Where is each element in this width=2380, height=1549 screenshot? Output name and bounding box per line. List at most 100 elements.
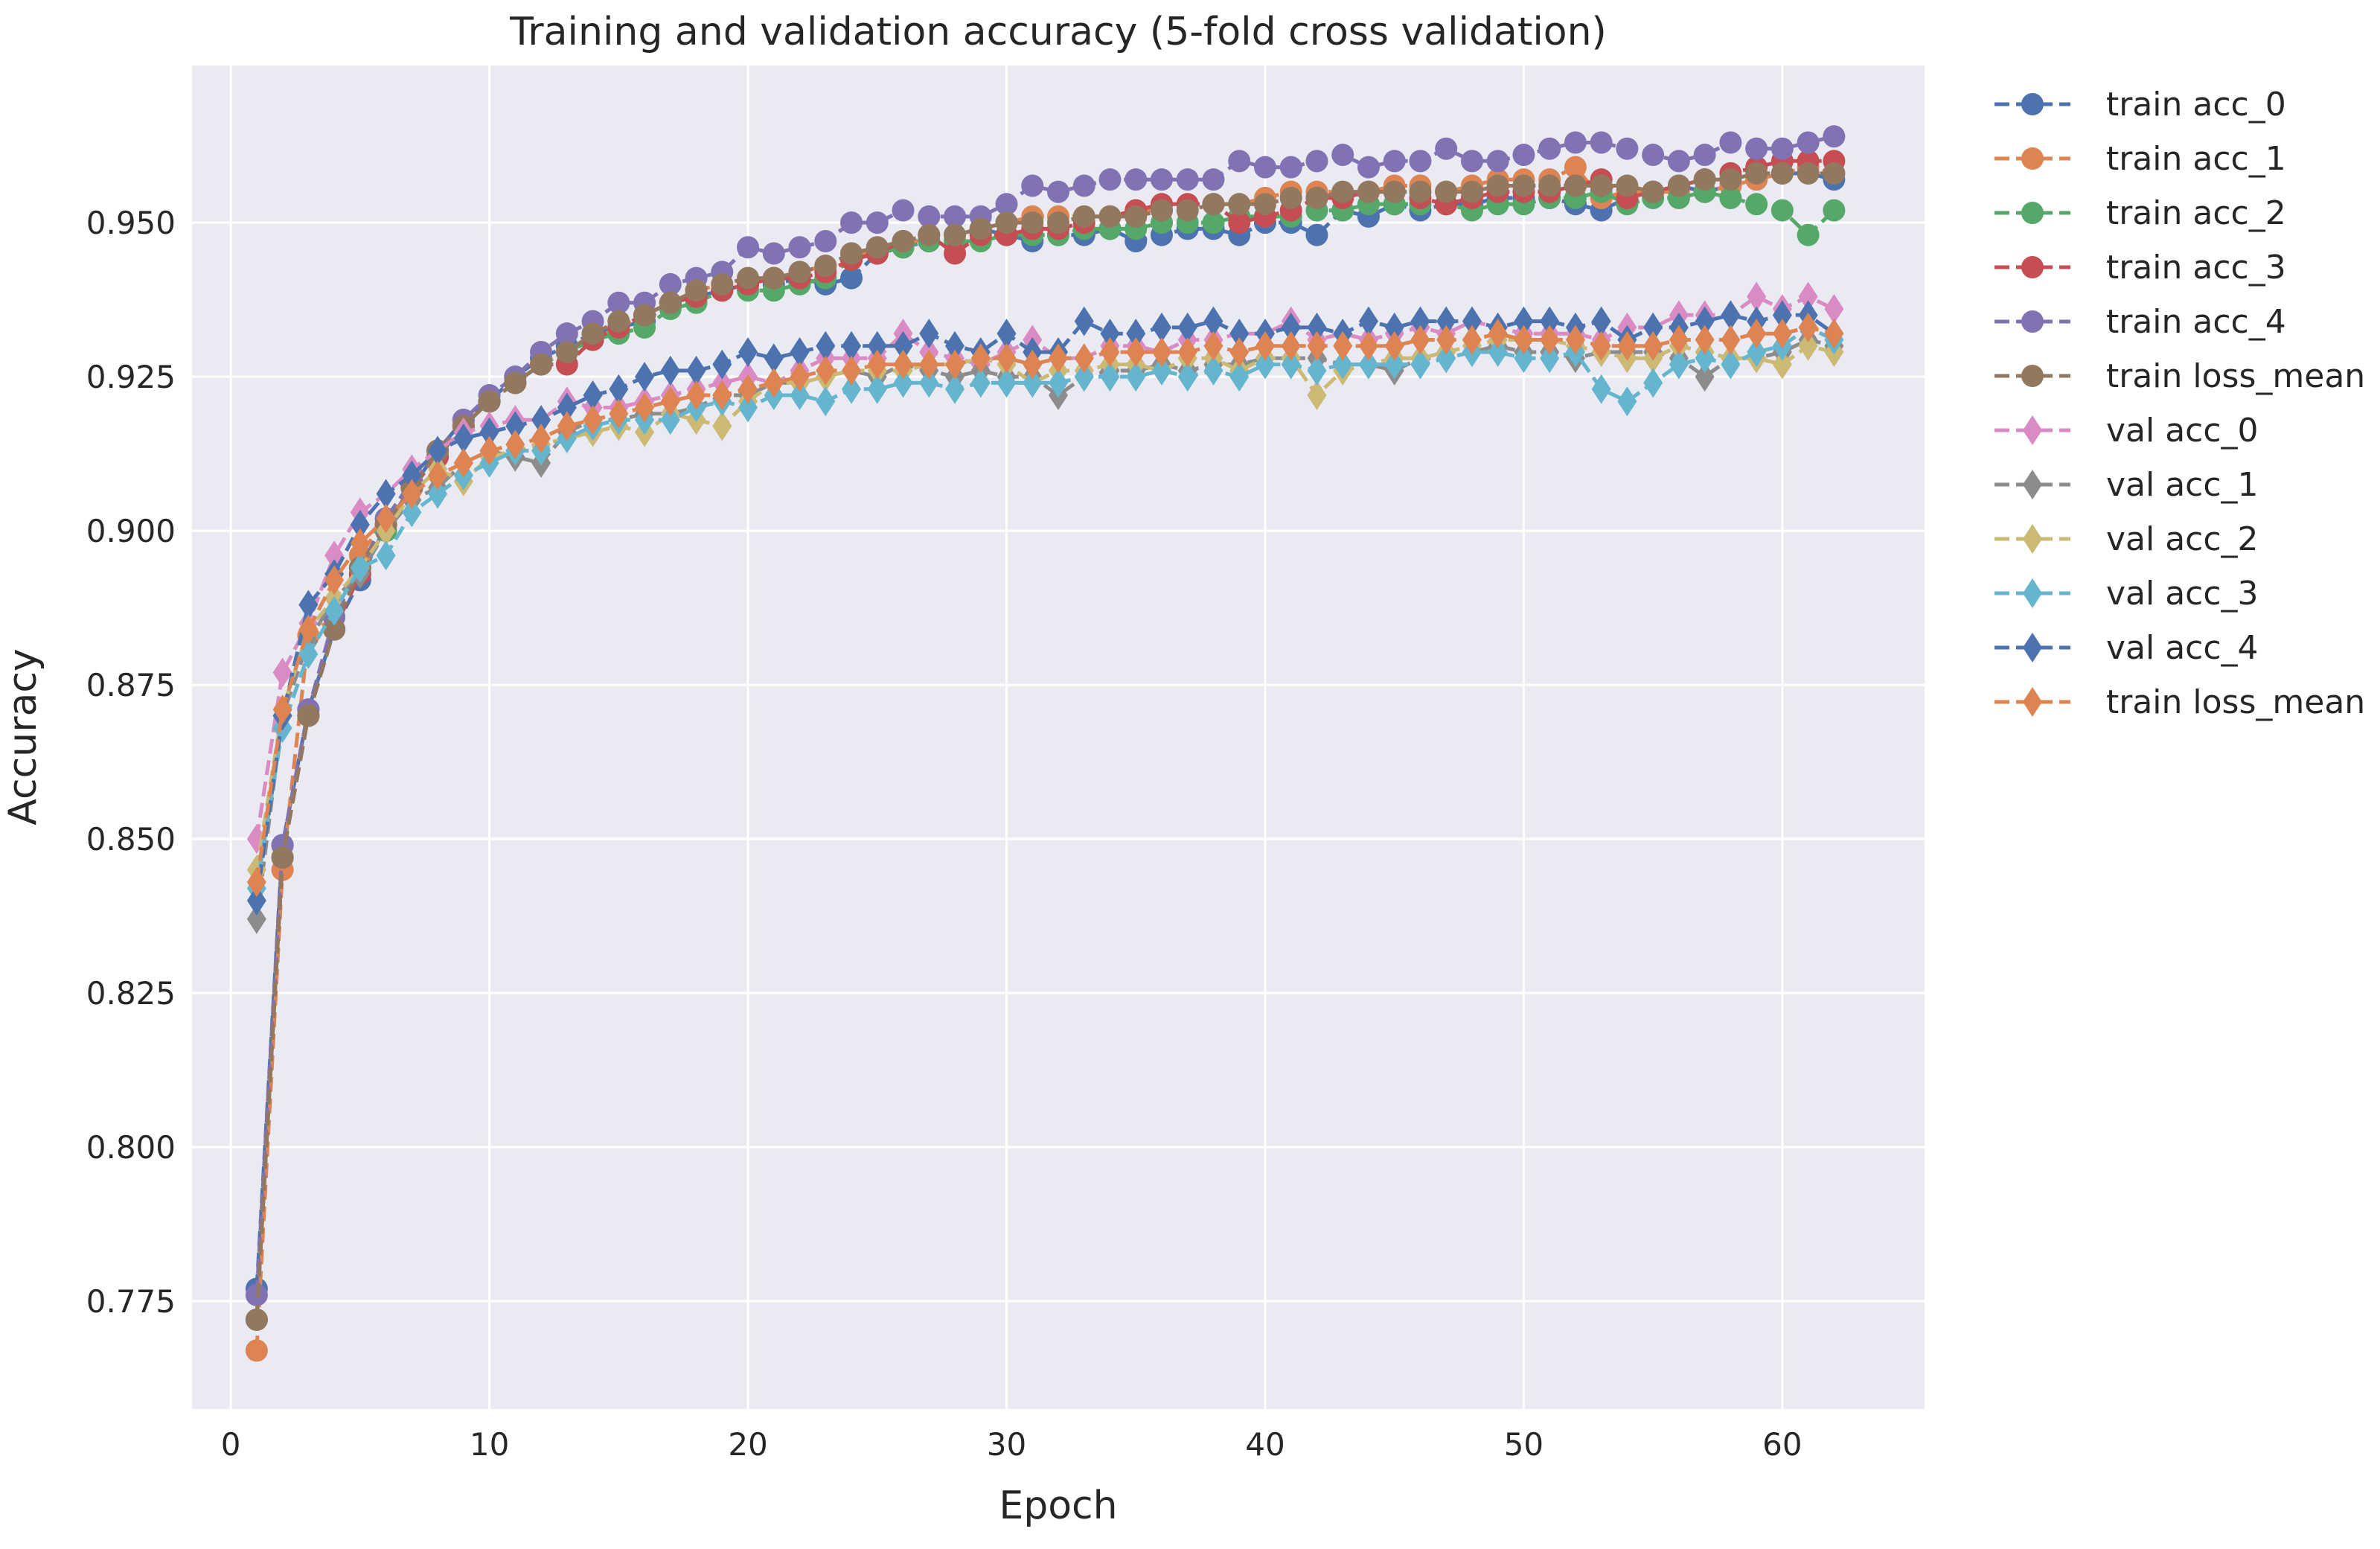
- legend-marker: [2023, 633, 2042, 662]
- data-point: [1150, 199, 1173, 222]
- data-point: [350, 528, 370, 558]
- data-point: [1667, 150, 1690, 173]
- data-point: [892, 199, 915, 222]
- data-point: [1643, 330, 1663, 361]
- data-point: [1410, 306, 1430, 336]
- data-point: [1436, 306, 1456, 336]
- data-point: [1151, 355, 1171, 386]
- data-point: [1745, 137, 1768, 160]
- data-point: [1798, 312, 1818, 342]
- data-point: [1098, 205, 1122, 228]
- data-point: [1591, 374, 1611, 404]
- data-point: [1591, 330, 1611, 361]
- data-point: [712, 411, 732, 441]
- data-point: [1798, 281, 1818, 312]
- data-point: [246, 867, 266, 898]
- data-point: [712, 349, 732, 380]
- data-point: [1643, 312, 1663, 342]
- data-point: [1202, 168, 1225, 191]
- data-point: [1745, 193, 1768, 216]
- data-point: [1357, 180, 1380, 203]
- data-point: [453, 448, 473, 479]
- data-point: [350, 552, 370, 583]
- data-point: [1151, 337, 1171, 368]
- data-point: [866, 211, 889, 234]
- data-point: [1358, 349, 1378, 380]
- data-point: [297, 704, 320, 727]
- x-tick-label: 10: [470, 1426, 509, 1463]
- data-point: [814, 255, 837, 278]
- x-tick-label: 50: [1504, 1426, 1544, 1463]
- data-point: [1797, 162, 1820, 185]
- data-point: [1049, 343, 1068, 374]
- legend-item: train loss_mean: [1994, 683, 2365, 721]
- data-point: [1486, 174, 1509, 197]
- data-point: [816, 386, 836, 417]
- data-point: [1436, 325, 1456, 355]
- data-point: [581, 322, 604, 345]
- data-point: [479, 435, 499, 466]
- data-point: [1203, 306, 1223, 336]
- data-point: [1255, 349, 1275, 380]
- data-point: [969, 217, 992, 240]
- data-point: [685, 279, 708, 302]
- data-point: [1823, 125, 1846, 148]
- legend-marker: [2021, 93, 2044, 115]
- data-point: [867, 330, 887, 361]
- x-tick-label: 20: [728, 1426, 767, 1463]
- data-point: [298, 590, 319, 620]
- data-point: [1047, 211, 1069, 234]
- data-point: [1590, 174, 1613, 197]
- data-point: [453, 423, 473, 453]
- data-point: [1126, 319, 1146, 349]
- data-point: [298, 614, 319, 645]
- data-point: [738, 374, 758, 404]
- data-point: [660, 355, 680, 386]
- data-point: [1435, 180, 1458, 203]
- data-point: [1100, 362, 1120, 392]
- data-point: [1126, 362, 1146, 392]
- data-point: [555, 322, 578, 345]
- data-point: [1047, 180, 1069, 203]
- data-point: [607, 310, 630, 333]
- data-point: [711, 272, 734, 296]
- data-point: [1333, 330, 1353, 361]
- data-point: [1514, 306, 1534, 336]
- data-point: [350, 509, 370, 540]
- data-point: [1719, 168, 1742, 191]
- data-point: [1747, 281, 1767, 312]
- data-point: [1462, 306, 1482, 336]
- data-point: [762, 266, 785, 290]
- data-point: [1023, 368, 1043, 398]
- data-point: [1747, 337, 1767, 368]
- data-point: [1307, 330, 1327, 361]
- data-point: [1669, 349, 1689, 380]
- y-axis-label: Accuracy: [1, 648, 45, 825]
- data-point: [1719, 187, 1742, 210]
- data-point: [1383, 150, 1406, 173]
- data-point: [919, 319, 939, 349]
- data-point: [1797, 131, 1820, 154]
- data-point: [1049, 368, 1068, 398]
- data-point: [1514, 343, 1534, 374]
- legend-label: train acc_2: [2106, 194, 2286, 232]
- data-point: [1488, 337, 1508, 368]
- legend-label: train loss_mean: [2106, 683, 2365, 721]
- data-point: [1540, 325, 1560, 355]
- data-point: [1331, 180, 1354, 203]
- data-point: [555, 341, 578, 364]
- data-point: [1202, 193, 1225, 216]
- series-line: [255, 294, 1835, 840]
- data-point: [738, 392, 758, 423]
- data-point: [686, 380, 706, 410]
- data-point: [1203, 330, 1223, 361]
- data-point: [995, 193, 1018, 216]
- data-point: [1824, 319, 1844, 349]
- data-point: [1460, 150, 1483, 173]
- data-point: [738, 337, 758, 368]
- data-point: [1772, 319, 1792, 349]
- data-point: [1151, 312, 1171, 342]
- data-point: [867, 349, 887, 380]
- data-point: [1642, 144, 1665, 167]
